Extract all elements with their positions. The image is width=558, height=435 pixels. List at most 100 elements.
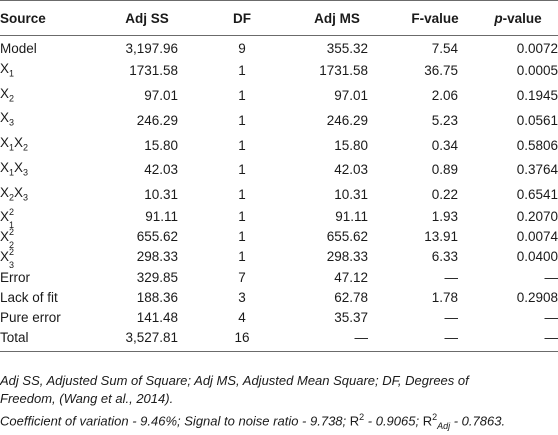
cell-adj-ss: 3,527.81: [92, 327, 202, 352]
table-row: X 2 3 298.33 1 298.33 6.33 0.0400: [0, 247, 558, 270]
table-row: Total 3,527.81 16— — —: [0, 327, 558, 352]
source-term: X: [0, 229, 10, 245]
cell-adj-ss: 141.48: [136, 309, 178, 325]
cell-adj-ss: 15.80: [144, 137, 178, 153]
source-term: X: [0, 184, 10, 200]
source-subscript: 1: [9, 68, 15, 79]
table-row: X2 97.01 1 97.01 2.06 0.1945: [0, 84, 558, 109]
header-adj-ms: Adj MS: [282, 0, 392, 36]
source-term: Pure error: [0, 309, 61, 325]
cell-p-value: —: [544, 309, 558, 325]
cell-f-value: —: [392, 327, 478, 352]
cell-f-value: —: [444, 269, 459, 285]
source-term: X: [0, 159, 10, 175]
source-subscript-2: 3: [23, 192, 29, 203]
cell-p-value: 0.0561: [516, 112, 558, 128]
cell-adj-ms: 15.80: [334, 137, 368, 153]
source-term: Error: [0, 269, 30, 285]
cell-f-value: 13.91: [424, 229, 458, 245]
cell-source: Model: [0, 36, 92, 60]
footnote-r2-symbol: R: [349, 413, 360, 429]
cell-adj-ms: 655.62: [326, 229, 368, 245]
cell-f-value: 1.93: [431, 209, 458, 225]
cell-source: Total: [0, 327, 92, 352]
table-row: X1X2 15.80 1 15.80 0.34 0.5806: [0, 133, 558, 158]
footnote-r2adj-sub: Adj: [437, 420, 451, 431]
cell-adj-ss: 655.62: [136, 229, 178, 245]
cell-source: Pure error: [0, 308, 92, 328]
cell-p-value: 0.0072: [516, 41, 558, 57]
table-row: X2X3 10.31 1 10.31 0.22 0.6541: [0, 183, 558, 208]
source-term: X: [0, 249, 10, 265]
cell-source: Error: [0, 268, 92, 288]
header-source: Source: [0, 0, 92, 36]
cell-p-value: 0.1945: [516, 88, 558, 104]
table-footnote: Adj SS, Adjusted Sum of Square; Adj MS, …: [0, 372, 558, 435]
header-p-value: p-value: [478, 0, 558, 36]
cell-df: 1: [238, 63, 246, 79]
source-term: X: [0, 135, 10, 151]
table-body: Model 3,197.96 9 355.32 7.54 0.0072 X1 1731.58 1…: [0, 36, 558, 352]
cell-df: 9: [238, 41, 246, 57]
cell-f-value: 6.33: [431, 249, 458, 265]
source-subscript: 1: [9, 167, 15, 178]
header-df: DF: [202, 0, 282, 36]
cell-adj-ss: 91.11: [145, 209, 178, 225]
cell-adj-ss: 10.31: [144, 186, 178, 202]
cell-df: 1: [238, 249, 246, 265]
footnote-r2adj-symbol: R: [422, 413, 433, 429]
footnote-line-3: Coefficient of variation - 9.46%; Signal…: [0, 408, 558, 435]
cell-adj-ms: 35.37: [334, 309, 368, 325]
source-subscript: 2: [9, 192, 15, 203]
cell-p-value: —: [544, 269, 558, 285]
cell-adj-ss: 42.03: [144, 162, 178, 178]
cell-adj-ss: 329.85: [136, 269, 178, 285]
cell-adj-ms: 91.11: [335, 209, 368, 225]
table-row: X 2 1 91.11 1 91.11 1.93 0.2070: [0, 207, 558, 230]
cell-p-value: 0.6541: [516, 186, 558, 202]
cell-p-value: 0.2070: [516, 209, 558, 225]
header-p-letter: p: [494, 10, 503, 26]
cell-adj-ms: 97.01: [334, 88, 368, 104]
source-subscript-2: 2: [23, 142, 29, 153]
anova-table: Source Adj SS DF Adj MS F-value p-value …: [0, 0, 558, 352]
table-row: Lack of fit 188.36 3 62.78 1.78 0.2908: [0, 288, 558, 308]
cell-df: 1: [238, 162, 246, 178]
header-row: Source Adj SS DF Adj MS F-value p-value: [0, 0, 558, 36]
footnote-r2adj-value: - 0.7863.: [450, 413, 506, 429]
source-subscript: 3: [9, 259, 15, 270]
cell-f-value: 5.23: [431, 112, 458, 128]
cell-source: X2X3: [0, 183, 92, 208]
table-row: Error 329.85 7 47.12 — —: [0, 268, 558, 288]
source-subscript: 3: [9, 118, 15, 129]
cell-df: 1: [238, 112, 246, 128]
source-subscript: 2: [9, 93, 15, 104]
cell-p-value: 0.3764: [516, 162, 558, 178]
table-row: X1X3 42.03 1 42.03 0.89 0.3764: [0, 158, 558, 183]
footnote-r2-value: - 0.9065;: [364, 413, 423, 429]
cell-f-value: —: [444, 309, 459, 325]
cell-adj-ms: 1731.58: [319, 63, 368, 79]
cell-f-value: 0.34: [431, 137, 458, 153]
cell-df: 4: [238, 309, 246, 325]
cell-adj-ms: 355.32: [326, 41, 368, 57]
cell-adj-ms: 246.29: [326, 112, 368, 128]
cell-f-value: 0.89: [431, 162, 458, 178]
cell-adj-ss: 97.01: [144, 88, 178, 104]
cell-adj-ss: 1731.58: [129, 63, 178, 79]
source-term: X: [0, 209, 10, 225]
footnote-r2-sup: 2: [359, 412, 365, 422]
cell-df: 1: [238, 209, 246, 225]
cell-source: X1X3: [0, 158, 92, 183]
cell-p-value: 0.0074: [516, 229, 558, 245]
source-term: Lack of fit: [0, 289, 58, 305]
source-subscript: 1: [9, 219, 15, 230]
cell-p-value: 0.5806: [516, 137, 558, 153]
cell-f-value: 0.22: [431, 186, 458, 202]
source-term: Model: [0, 41, 37, 57]
